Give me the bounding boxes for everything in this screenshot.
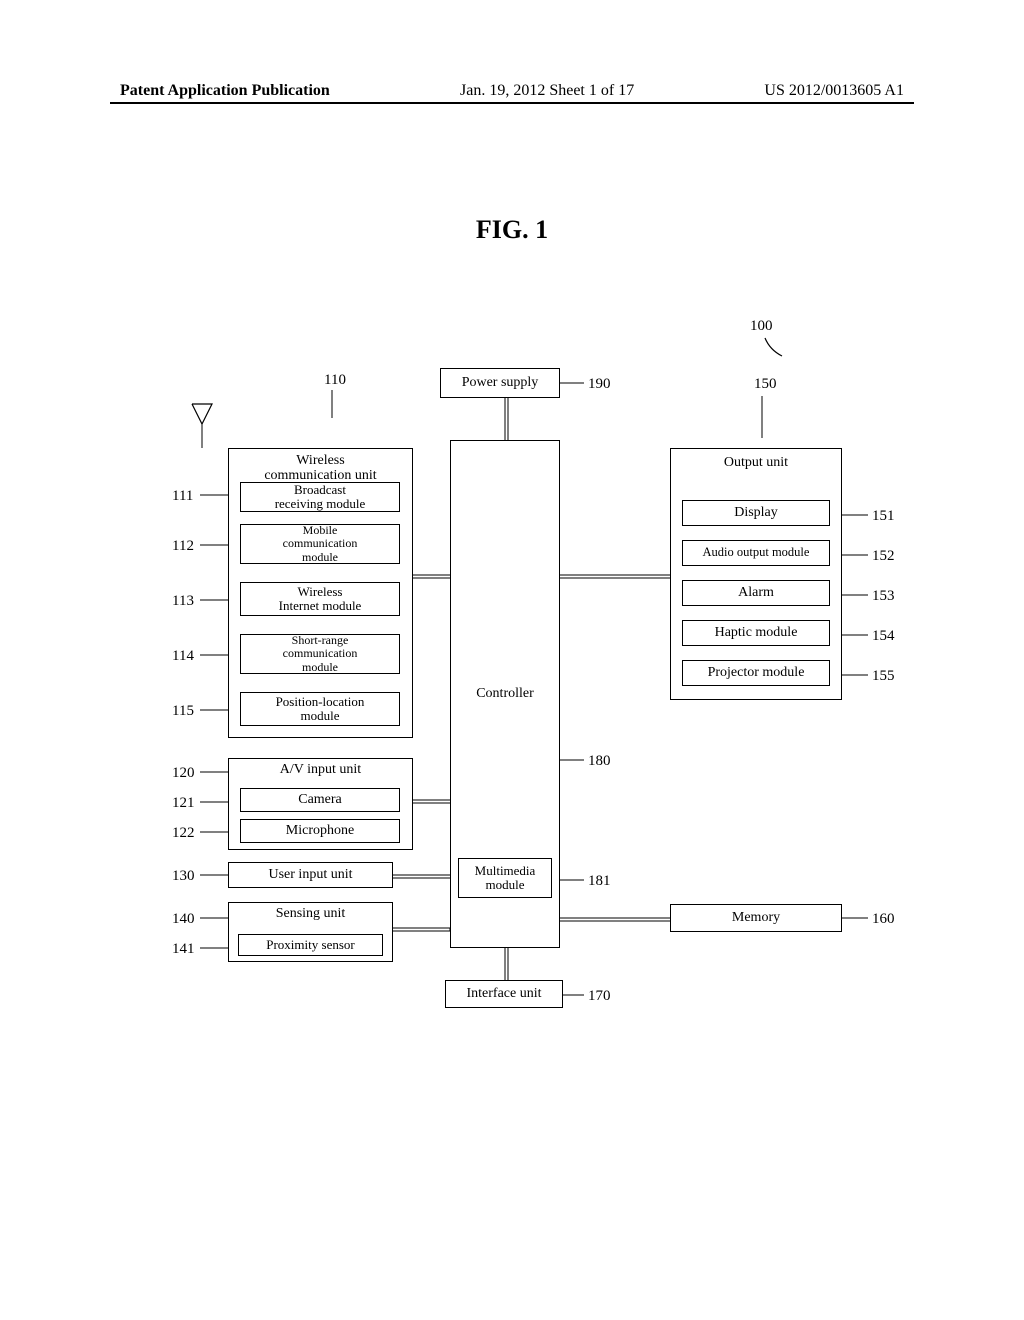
ref-130: 130 xyxy=(172,868,195,885)
block-camera: Camera xyxy=(240,788,400,812)
header-left: Patent Application Publication xyxy=(120,82,330,100)
ref-121: 121 xyxy=(172,795,195,812)
block-position-location: Position-location module xyxy=(240,692,400,726)
block-short-range: Short-range communication module xyxy=(240,634,400,674)
block-wireless-internet: Wireless Internet module xyxy=(240,582,400,616)
figure-title: FIG. 1 xyxy=(0,215,1024,245)
block-haptic: Haptic module xyxy=(682,620,830,646)
ref-100: 100 xyxy=(750,318,773,335)
block-interface: Interface unit xyxy=(445,980,563,1008)
ref-141: 141 xyxy=(172,941,195,958)
ref-150: 150 xyxy=(754,376,777,393)
ref-111: 111 xyxy=(172,488,193,505)
block-memory: Memory xyxy=(670,904,842,932)
block-multimedia: Multimedia module xyxy=(458,858,552,898)
ref-151: 151 xyxy=(872,508,895,525)
block-display: Display xyxy=(682,500,830,526)
ref-114: 114 xyxy=(172,648,194,665)
block-alarm: Alarm xyxy=(682,580,830,606)
block-projector: Projector module xyxy=(682,660,830,686)
header-center: Jan. 19, 2012 Sheet 1 of 17 xyxy=(460,82,634,100)
ref-140: 140 xyxy=(172,911,195,928)
page: Patent Application Publication Jan. 19, … xyxy=(0,0,1024,1320)
ref-170: 170 xyxy=(588,988,611,1005)
header-right: US 2012/0013605 A1 xyxy=(764,82,904,100)
ref-113: 113 xyxy=(172,593,194,610)
ref-181: 181 xyxy=(588,873,611,890)
ref-122: 122 xyxy=(172,825,195,842)
ref-152: 152 xyxy=(872,548,895,565)
ref-112: 112 xyxy=(172,538,194,555)
block-proximity: Proximity sensor xyxy=(238,934,383,956)
ref-110: 110 xyxy=(324,372,346,389)
block-broadcast: Broadcast receiving module xyxy=(240,482,400,512)
ref-155: 155 xyxy=(872,668,895,685)
ref-153: 153 xyxy=(872,588,895,605)
ref-160: 160 xyxy=(872,911,895,928)
block-user-input: User input unit xyxy=(228,862,393,888)
block-power-supply: Power supply xyxy=(440,368,560,398)
ref-190: 190 xyxy=(588,376,611,393)
block-microphone: Microphone xyxy=(240,819,400,843)
ref-180: 180 xyxy=(588,753,611,770)
block-diagram: 100 Power supply 190 110 150 Wireless co… xyxy=(110,300,910,1040)
ref-120: 120 xyxy=(172,765,195,782)
block-mobile-comm: Mobile communication module xyxy=(240,524,400,564)
page-header: Patent Application Publication Jan. 19, … xyxy=(120,82,904,100)
ref-115: 115 xyxy=(172,703,194,720)
ref-154: 154 xyxy=(872,628,895,645)
block-audio-output: Audio output module xyxy=(682,540,830,566)
header-rule xyxy=(110,102,914,104)
